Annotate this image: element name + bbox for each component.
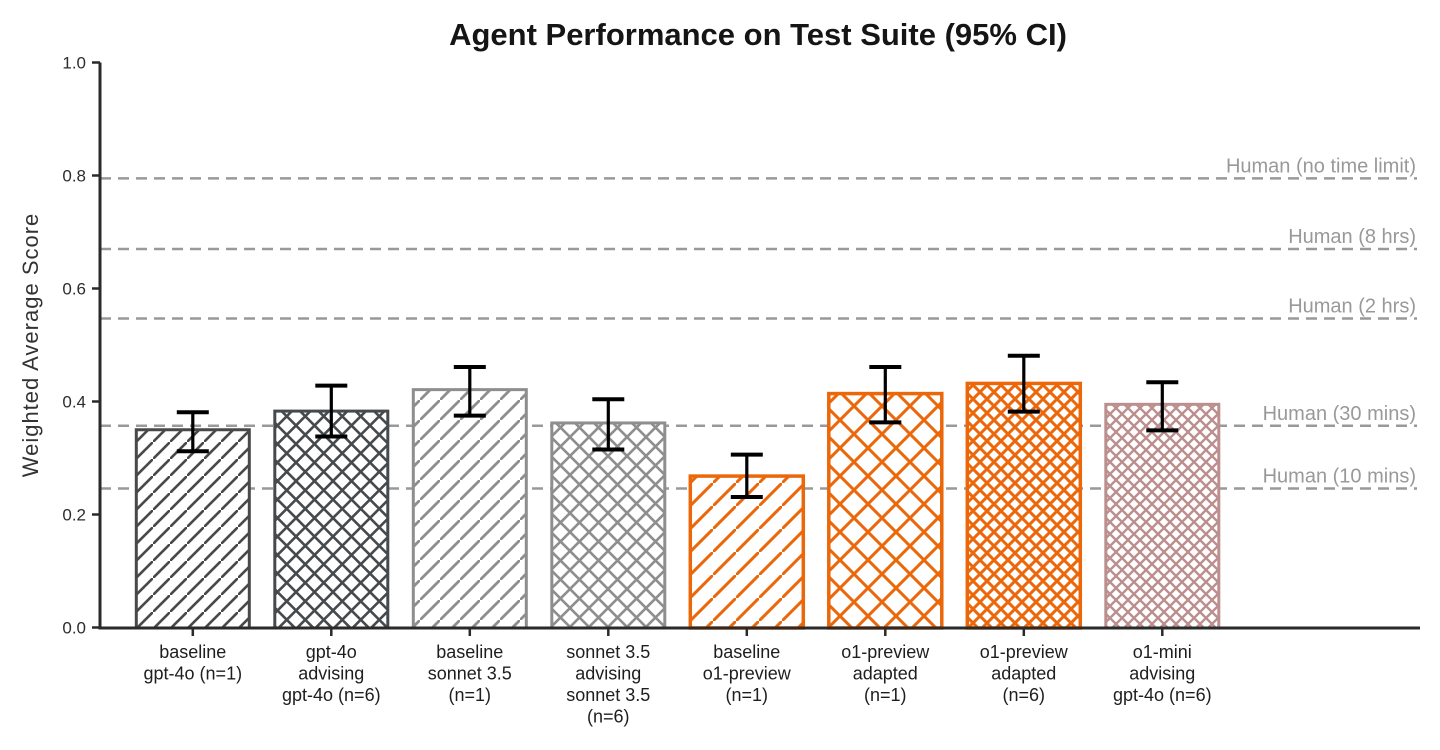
reference-labels-layer: Human (no time limit) Human (8 hrs) Human … (1226, 155, 1416, 487)
bar-hatch-baseline-sonnet-3-5-n-1 (413, 389, 527, 628)
x-tick-label-o1-preview-adapted-n-1: o1-preview (841, 642, 930, 662)
reference-label-human-10-mins: Human (10 mins) (1263, 466, 1416, 488)
x-tick-label-baseline-sonnet-3-5-n-1: baseline (436, 642, 503, 662)
bar-hatch-o1-preview-adapted-n-1 (828, 393, 942, 628)
y-tick-label: 0.4 (62, 393, 86, 412)
y-tick-label: 0.2 (62, 506, 86, 525)
bar-hatch-baseline-o1-preview-n-1 (690, 476, 804, 628)
y-tick-label: 0.8 (62, 167, 86, 186)
bar-hatch-sonnet-3-5-advising-sonnet-3-5-n-6 (551, 422, 665, 628)
x-tick-label-sonnet-3-5-advising-sonnet-3-5-n-6: (n=6) (587, 707, 630, 727)
axes-layer: 0.0 0.2 0.4 0.6 0.8 1.0 (62, 54, 1420, 638)
x-tick-label-sonnet-3-5-advising-sonnet-3-5-n-6: sonnet 3.5 (566, 642, 650, 662)
x-tick-label-baseline-o1-preview-n-1: baseline (713, 642, 780, 662)
x-tick-label-baseline-o1-preview-n-1: (n=1) (726, 685, 769, 705)
y-tick-label: 0.6 (62, 280, 86, 299)
x-tick-label-o1-preview-adapted-n-1: (n=1) (864, 685, 907, 705)
x-tick-label-baseline-gpt-4o-n-1: gpt-4o (n=1) (144, 664, 243, 684)
x-tick-label-baseline-sonnet-3-5-n-1: (n=1) (449, 685, 492, 705)
reference-label-human-no-time-limit: Human (no time limit) (1226, 155, 1416, 177)
x-tick-label-baseline-gpt-4o-n-1: baseline (159, 642, 226, 662)
x-tick-label-o1-preview-adapted-n-6: o1-preview (980, 642, 1069, 662)
x-tick-label-o1-preview-adapted-n-6: adapted (991, 664, 1056, 684)
x-tick-label-o1-mini-advising-gpt-4o-n-6: gpt-4o (n=6) (1113, 685, 1212, 705)
bar-hatch-gpt-4o-advising-gpt-4o-n-6 (274, 411, 388, 628)
chart-title: Agent Performance on Test Suite (95% CI) (449, 17, 1067, 52)
x-tick-label-gpt-4o-advising-gpt-4o-n-6: gpt-4o (306, 642, 357, 662)
bar-hatch-o1-mini-advising-gpt-4o-n-6 (1105, 404, 1219, 628)
bar-hatch-o1-preview-adapted-n-6 (967, 383, 1081, 628)
bars-layer (134, 381, 1221, 630)
x-tick-label-o1-mini-advising-gpt-4o-n-6: advising (1129, 664, 1195, 684)
x-tick-label-o1-preview-adapted-n-6: (n=6) (1003, 685, 1046, 705)
x-tick-label-gpt-4o-advising-gpt-4o-n-6: advising (298, 664, 364, 684)
y-axis-label: Weighted Average Score (18, 213, 43, 478)
bar-hatch-baseline-gpt-4o-n-1 (136, 429, 250, 628)
error-bars-layer (176, 353, 1179, 499)
x-tick-label-sonnet-3-5-advising-sonnet-3-5-n-6: advising (575, 664, 641, 684)
y-tick-label: 0.0 (62, 619, 86, 638)
reference-label-human-2-hrs: Human (2 hrs) (1288, 295, 1416, 317)
x-tick-label-gpt-4o-advising-gpt-4o-n-6: gpt-4o (n=6) (282, 685, 381, 705)
x-tick-label-baseline-sonnet-3-5-n-1: sonnet 3.5 (428, 664, 512, 684)
y-tick-label: 1.0 (62, 54, 86, 73)
x-tick-label-o1-preview-adapted-n-1: adapted (853, 664, 918, 684)
reference-label-human-8-hrs: Human (8 hrs) (1288, 226, 1416, 248)
x-tick-label-baseline-o1-preview-n-1: o1-preview (703, 664, 792, 684)
x-tick-label-sonnet-3-5-advising-sonnet-3-5-n-6: sonnet 3.5 (566, 685, 650, 705)
x-tick-label-o1-mini-advising-gpt-4o-n-6: o1-mini (1133, 642, 1192, 662)
reference-label-human-30-mins: Human (30 mins) (1263, 403, 1416, 425)
